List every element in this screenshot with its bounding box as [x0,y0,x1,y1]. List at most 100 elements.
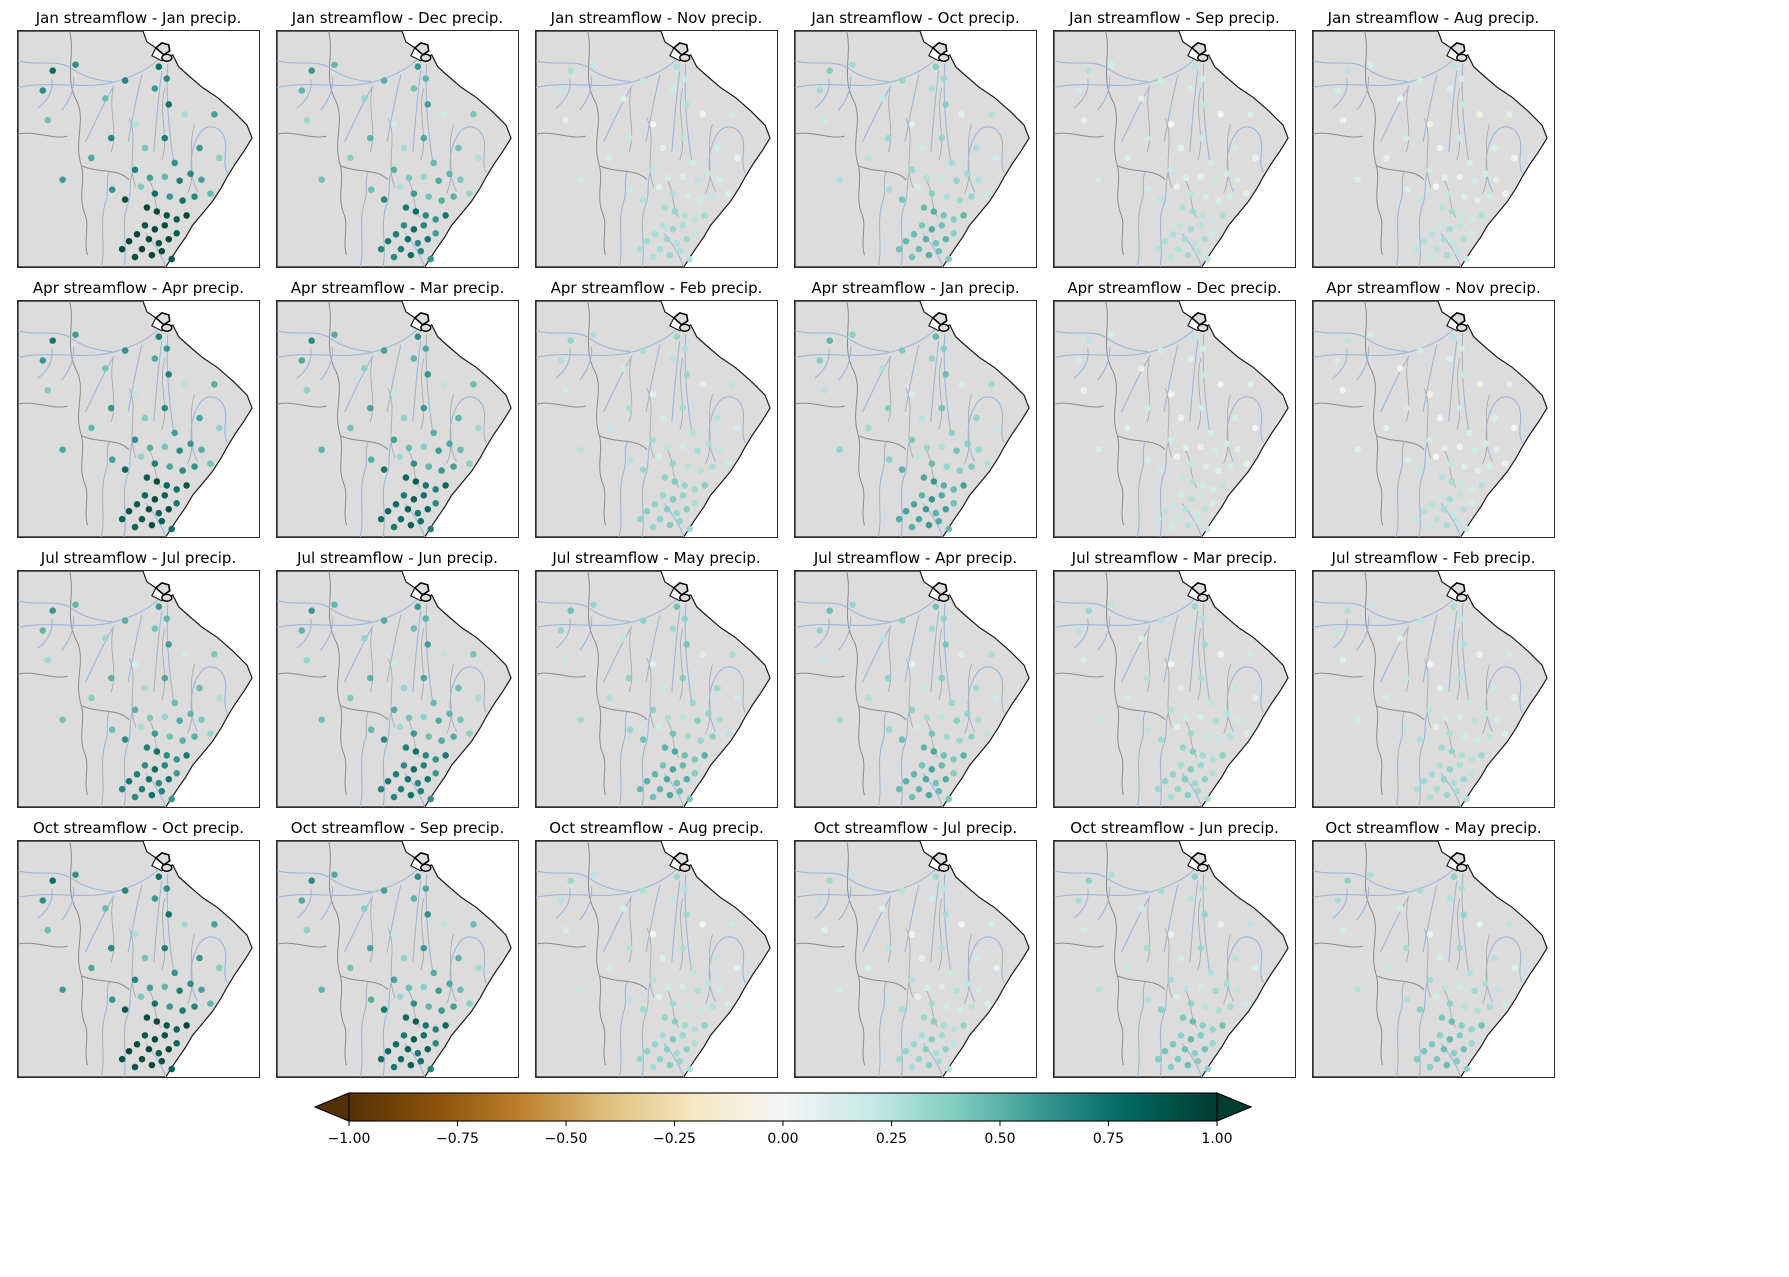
station-point [1476,111,1483,118]
station-point [1460,371,1468,378]
station-point [656,1055,664,1063]
station-point [380,1006,388,1013]
brazil-map [1312,840,1555,1078]
station-point [422,1022,430,1029]
station-point [1354,986,1361,994]
station-point [1456,443,1464,451]
station-point [390,793,398,801]
station-point [1181,235,1189,243]
station-point [1167,976,1175,984]
station-point [1167,930,1175,938]
station-point [656,245,664,253]
station-point [651,1041,659,1048]
station-point [651,231,659,238]
station-point [691,230,698,237]
station-point [442,1022,449,1029]
station-point [1460,235,1468,243]
station-point [1189,478,1197,485]
station-point [1491,954,1498,962]
station-point [606,694,613,702]
station-point [1453,1057,1461,1065]
station-point [347,694,354,702]
station-point [590,331,597,338]
station-point [1460,505,1468,513]
station-point [161,713,169,721]
station-point [72,61,79,68]
station-point [691,770,698,777]
station-point [1482,440,1489,448]
station-point [161,983,169,991]
station-point [679,134,687,142]
station-point [1197,134,1205,142]
station-point [1432,723,1440,730]
station-point [298,627,306,634]
station-point [1108,871,1115,878]
station-point [1433,515,1441,523]
station-point [151,625,159,632]
station-point [984,190,991,197]
station-point [390,660,398,668]
station-point [849,331,856,338]
amazon-delta [413,852,432,872]
station-point [1177,1032,1185,1039]
station-point [396,453,404,460]
station-point [1124,694,1131,702]
station-point [669,355,677,362]
rivers [536,59,746,267]
station-point [396,183,404,190]
station-point [367,186,375,193]
amazon-delta [1449,852,1468,872]
station-point [940,482,948,489]
station-point [1182,714,1190,722]
station-point [625,944,633,952]
station-points [816,601,1000,803]
station-point [1202,463,1210,470]
station-point [1215,737,1222,744]
station-point [211,381,218,388]
station-point [935,247,943,255]
station-point [125,507,133,515]
station-point [1486,193,1493,200]
station-point [179,467,186,474]
station-point [557,627,565,634]
station-point [928,226,936,233]
station-point [151,190,159,197]
station-point [1456,134,1464,142]
station-point [729,921,736,928]
station-points [1075,871,1259,1073]
station-point [620,635,627,642]
station-point [141,222,149,229]
station-point [697,467,704,474]
station-point [1428,231,1436,238]
colorbar-tick-label: −0.75 [436,1131,479,1147]
station-point [397,515,405,523]
station-point [914,453,922,460]
station-point [173,1026,180,1033]
station-point [1167,166,1175,174]
station-point [1460,911,1468,918]
station-point [821,656,829,664]
station-point [683,505,691,513]
station-point [173,1040,180,1047]
station-point [143,744,151,751]
station-point [699,381,706,388]
station-point [141,954,149,962]
station-point [676,787,684,795]
station-point [146,714,154,722]
station-point [1446,496,1454,503]
station-point [950,770,957,777]
station-point [1403,186,1411,193]
station-point [39,897,47,904]
station-point [442,212,449,219]
station-point [964,440,971,448]
amazon-delta [672,582,691,602]
station-point [163,615,171,622]
station-point [953,987,960,995]
station-point [716,986,723,994]
station-point [455,954,462,962]
station-point [141,762,149,769]
station-point [923,444,931,452]
station-point [679,762,687,769]
country-borders [536,571,648,796]
station-point [133,1041,141,1048]
